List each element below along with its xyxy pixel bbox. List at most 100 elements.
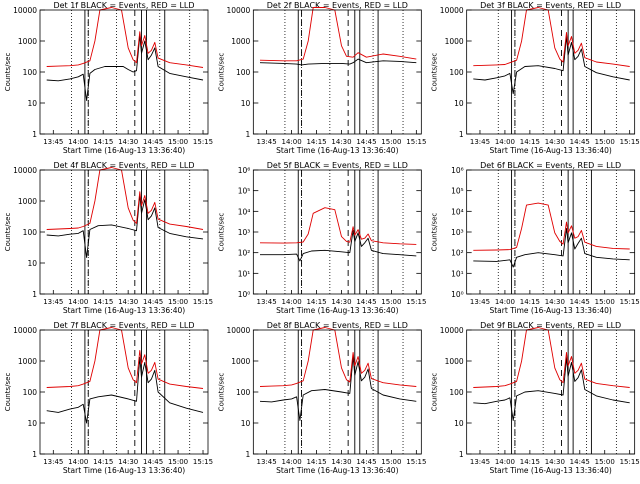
- events-series-line: [259, 58, 417, 66]
- y-tick-label: 100: [449, 68, 464, 77]
- events-series-line: [46, 357, 204, 424]
- panel-det-9: Det 9f BLACK = Events, RED = LLD 1 10 100 10…: [431, 321, 640, 475]
- y-tick-label: 100: [23, 388, 38, 397]
- x-tick-label: 15:00: [381, 138, 401, 146]
- y-axis-label: Counts/sec: [431, 213, 439, 252]
- x-tick-label: 13:45: [257, 138, 277, 146]
- x-tick-label: 14:15: [520, 298, 540, 306]
- panel-title: Det 2f BLACK = Events, RED = LLD: [267, 1, 408, 10]
- x-tick-label: 14:30: [118, 138, 138, 146]
- x-tick-label: 13:45: [257, 458, 277, 466]
- x-tick-label: 15:00: [595, 298, 615, 306]
- y-tick-label: 1: [32, 450, 37, 459]
- x-tick-label: 14:30: [331, 298, 351, 306]
- y-tick-label: 10000: [226, 6, 250, 15]
- events-series-line: [46, 194, 204, 258]
- y-tick-label: 1000: [18, 357, 37, 366]
- y-tick-label: 10: [241, 99, 251, 108]
- x-tick-label: 14:00: [281, 138, 301, 146]
- y-tick-label: 10³: [238, 228, 251, 237]
- plot-frame: [466, 329, 636, 455]
- x-tick-label: 14:15: [93, 458, 113, 466]
- x-tick-label: 15:15: [620, 458, 640, 466]
- x-tick-label: 14:30: [331, 138, 351, 146]
- y-tick-label: 10²: [451, 249, 464, 258]
- x-tick-label: 13:45: [43, 458, 63, 466]
- y-axis-label: Counts/sec: [431, 53, 439, 92]
- y-axis-label: Counts/sec: [217, 373, 225, 412]
- x-tick-label: 14:00: [281, 298, 301, 306]
- x-tick-label: 14:30: [118, 298, 138, 306]
- events-series-line: [260, 229, 417, 262]
- x-tick-label: 15:15: [193, 138, 213, 146]
- x-tick-label: 15:00: [168, 138, 188, 146]
- y-tick-label: 10⁴: [451, 207, 464, 216]
- x-tick-label: 14:45: [570, 138, 590, 146]
- plot-frame: [252, 9, 422, 135]
- panel-title: Det 5f BLACK = Events, RED = LLD: [267, 161, 408, 170]
- events-series-line: [46, 35, 204, 101]
- x-tick-label: 14:30: [545, 458, 565, 466]
- y-tick-label: 10³: [451, 228, 464, 237]
- x-axis-label: Start Time (16-Aug-13 13:36:40): [276, 146, 398, 155]
- x-tick-label: 14:00: [495, 298, 515, 306]
- y-tick-label: 1: [246, 450, 251, 459]
- x-axis-label: Start Time (16-Aug-13 13:36:40): [63, 466, 185, 475]
- panel-title: Det 3f BLACK = Events, RED = LLD: [480, 1, 621, 10]
- y-tick-label: 1: [32, 290, 37, 299]
- y-tick-label: 10⁶: [238, 166, 251, 175]
- y-tick-label: 10000: [226, 326, 250, 335]
- plot-frame: [39, 169, 209, 295]
- y-tick-label: 1000: [18, 197, 37, 206]
- x-tick-label: 14:45: [356, 298, 376, 306]
- y-tick-label: 10²: [238, 249, 251, 258]
- y-tick-label: 1: [459, 450, 464, 459]
- y-tick-label: 10000: [13, 166, 37, 175]
- x-axis-label: Start Time (16-Aug-13 13:36:40): [489, 306, 611, 315]
- x-tick-label: 14:45: [143, 138, 163, 146]
- y-tick-label: 100: [236, 68, 251, 77]
- y-tick-label: 10: [27, 259, 37, 268]
- x-tick-label: 14:45: [143, 458, 163, 466]
- x-tick-label: 14:15: [520, 458, 540, 466]
- y-tick-label: 100: [23, 68, 38, 77]
- x-tick-label: 15:00: [168, 298, 188, 306]
- x-tick-label: 14:15: [93, 298, 113, 306]
- y-tick-label: 10¹: [451, 269, 464, 278]
- x-tick-label: 14:45: [570, 458, 590, 466]
- y-tick-label: 1000: [445, 357, 464, 366]
- x-axis-label: Start Time (16-Aug-13 13:36:40): [276, 306, 398, 315]
- x-tick-label: 14:00: [495, 138, 515, 146]
- panel-title: Det 9f BLACK = Events, RED = LLD: [480, 321, 621, 330]
- x-axis-label: Start Time (16-Aug-13 13:36:40): [276, 466, 398, 475]
- x-tick-label: 15:15: [620, 138, 640, 146]
- x-tick-label: 14:45: [356, 458, 376, 466]
- y-tick-label: 1: [459, 130, 464, 139]
- y-axis-label: Counts/sec: [217, 213, 225, 252]
- panel-det-3: Det 3f BLACK = Events, RED = LLD 1 10 100 10…: [431, 1, 640, 155]
- lld-series-line: [259, 327, 417, 387]
- x-tick-label: 14:30: [545, 298, 565, 306]
- plot-frame: [39, 329, 209, 455]
- x-tick-label: 13:45: [470, 458, 490, 466]
- x-tick-label: 15:00: [595, 138, 615, 146]
- x-tick-label: 13:45: [43, 138, 63, 146]
- y-axis-label: Counts/sec: [217, 53, 225, 92]
- y-tick-label: 10⁰: [451, 290, 464, 299]
- x-tick-label: 15:15: [406, 298, 426, 306]
- panel-title: Det 4f BLACK = Events, RED = LLD: [53, 161, 194, 170]
- lld-series-line: [259, 207, 417, 245]
- y-tick-label: 10⁵: [451, 187, 464, 196]
- x-axis-label: Start Time (16-Aug-13 13:36:40): [489, 146, 611, 155]
- x-tick-label: 13:45: [257, 298, 277, 306]
- panel-title: Det 8f BLACK = Events, RED = LLD: [267, 321, 408, 330]
- events-series-line: [473, 227, 630, 268]
- plot-frame: [252, 329, 422, 455]
- plot-frame: [252, 169, 422, 295]
- y-tick-label: 1000: [445, 37, 464, 46]
- y-tick-label: 100: [23, 228, 38, 237]
- y-axis-label: Counts/sec: [4, 373, 12, 412]
- y-tick-label: 1000: [231, 37, 250, 46]
